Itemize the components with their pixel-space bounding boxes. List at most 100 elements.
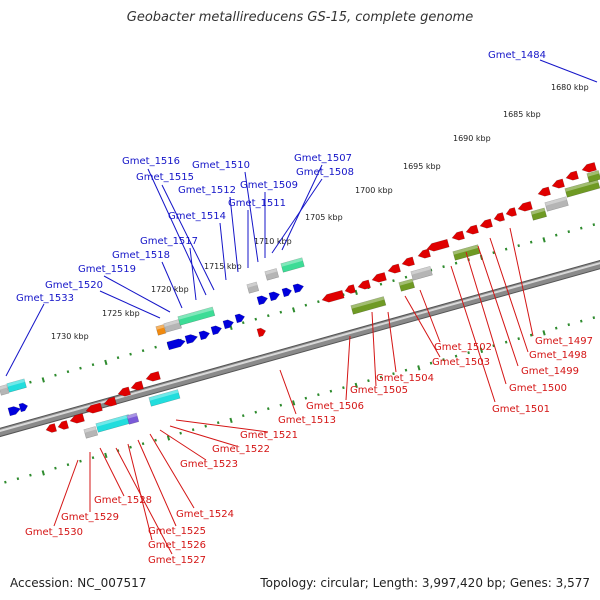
gene-label-reverse: Gmet_1500	[509, 383, 567, 394]
reverse-gene-arrow-shape	[357, 279, 371, 290]
gene-label-forward: Gmet_1509	[240, 180, 298, 191]
ruler-tick	[542, 330, 546, 336]
reverse-gene-arrow-shape	[371, 272, 387, 283]
gene-label-forward: Gmet_1507	[294, 153, 352, 164]
feature-box	[564, 179, 600, 198]
backbone-body	[0, 260, 600, 437]
reverse-gene-arrow	[357, 279, 371, 290]
feature-box	[148, 389, 181, 407]
ruler-tick	[367, 379, 370, 383]
ruler-tick	[554, 326, 558, 330]
ruler-tick	[91, 456, 95, 460]
ruler-tick	[442, 265, 445, 269]
ruler-tick	[417, 365, 421, 371]
feature-box	[6, 378, 27, 393]
feature-box-shine	[95, 414, 130, 427]
ruler-tick	[29, 380, 32, 384]
ruler-tick	[292, 307, 296, 313]
reverse-gene-arrow	[417, 248, 431, 259]
forward-gene-arrow	[281, 287, 293, 298]
gene-label-forward: Gmet_1533	[16, 293, 74, 304]
forward-gene-arrow-shape	[234, 313, 246, 324]
reverse-gene-arrow-shape	[85, 402, 103, 414]
ruler-label: 1705 kbp	[305, 213, 343, 222]
ruler-tick	[442, 358, 445, 362]
ruler-tick	[579, 226, 583, 230]
feature-box	[280, 257, 305, 273]
feature-box-shape	[398, 278, 416, 292]
forward-label-leader	[281, 164, 323, 251]
ruler-tick	[41, 377, 45, 383]
forward-label-leader	[5, 303, 45, 377]
feature-box-shine	[564, 179, 599, 192]
ruler-tick	[141, 442, 145, 446]
reverse-gene-arrow-shape	[69, 413, 85, 424]
reverse-gene-arrow	[493, 212, 506, 222]
forward-label-leader	[229, 196, 239, 273]
reverse-gene-arrow-shape	[57, 420, 70, 430]
gene-labels: Gmet_1484 Gmet_1507 Gmet_1508 Gmet_1509 Gmet…	[16, 50, 593, 566]
forward-gene-arrow	[18, 402, 29, 413]
ruler-tick	[104, 359, 108, 366]
forward-label-leader	[539, 59, 598, 83]
forward-gene-arrow	[198, 330, 211, 341]
ruler-label: 1730 kbp	[51, 332, 89, 341]
ruler-tick	[116, 356, 120, 360]
reverse-gene-arrow-shape	[505, 207, 518, 217]
ruler-tick	[342, 293, 345, 297]
feature-box-shine	[398, 278, 414, 286]
feature-box	[126, 412, 140, 425]
ruler-tick	[154, 345, 157, 349]
ruler-tick	[216, 421, 220, 425]
ruler-tick	[279, 310, 283, 314]
gene-label-reverse: Gmet_1505	[350, 385, 408, 396]
reverse-gene-arrow-shape	[117, 386, 131, 397]
gene-label-reverse: Gmet_1498	[529, 350, 587, 361]
ruler-tick	[66, 463, 70, 467]
reverse-gene-arrow-shape	[551, 178, 565, 189]
forward-gene-arrow-shape	[184, 334, 198, 345]
forward-gene-arrow	[268, 291, 281, 302]
ruler-tick	[266, 314, 270, 318]
reverse-gene-arrow	[479, 218, 493, 229]
forward-gene-arrow-shape	[18, 402, 29, 413]
ruler-tick	[504, 247, 508, 251]
reverse-gene-arrow	[103, 396, 117, 407]
gene-label-reverse: Gmet_1527	[148, 555, 206, 566]
reverse-gene-arrow	[551, 178, 565, 189]
feature-box-shape	[410, 265, 433, 281]
gene-label-forward: Gmet_1515	[136, 172, 194, 183]
ruler-tick	[91, 363, 95, 367]
gene-label-forward: Gmet_1517	[140, 236, 198, 247]
reverse-gene-arrow-shape	[344, 284, 357, 294]
reverse-gene-arrow	[117, 386, 131, 397]
reverse-label-leader	[169, 425, 237, 447]
ruler-tick	[191, 428, 195, 432]
feature-box-shape	[148, 389, 181, 407]
feature-box	[544, 196, 569, 212]
feature-box-shape	[350, 296, 387, 315]
ruler-tick	[79, 459, 82, 463]
reverse-gene-arrow	[85, 402, 103, 414]
forward-gene-arrow-shape	[292, 283, 305, 294]
genome-summary-text: Topology: circular; Length: 3,997,420 bp…	[260, 576, 590, 590]
reverse-label-leader	[477, 245, 519, 367]
feature-box	[155, 324, 167, 336]
gene-label-forward: Gmet_1519	[78, 264, 136, 275]
feature-box-shine	[264, 268, 278, 275]
gene-label-reverse: Gmet_1521	[240, 430, 298, 441]
ruler-tick	[266, 407, 270, 411]
reverse-gene-arrow-shape	[465, 224, 479, 235]
reverse-gene-arrow	[581, 162, 597, 173]
ruler-tick	[454, 354, 458, 358]
gene-label-forward: Gmet_1512	[178, 185, 236, 196]
reverse-gene-arrow-shape	[387, 263, 401, 274]
feature-box-shine	[544, 196, 567, 206]
forward-label-leader	[219, 222, 227, 281]
reverse-gene-arrow	[517, 201, 533, 212]
ruler-tick	[41, 470, 45, 476]
ruler-tick	[279, 403, 283, 407]
gene-label-forward: Gmet_1508	[296, 167, 354, 178]
ruler-tick	[4, 480, 7, 484]
reverse-gene-arrow	[57, 420, 70, 430]
